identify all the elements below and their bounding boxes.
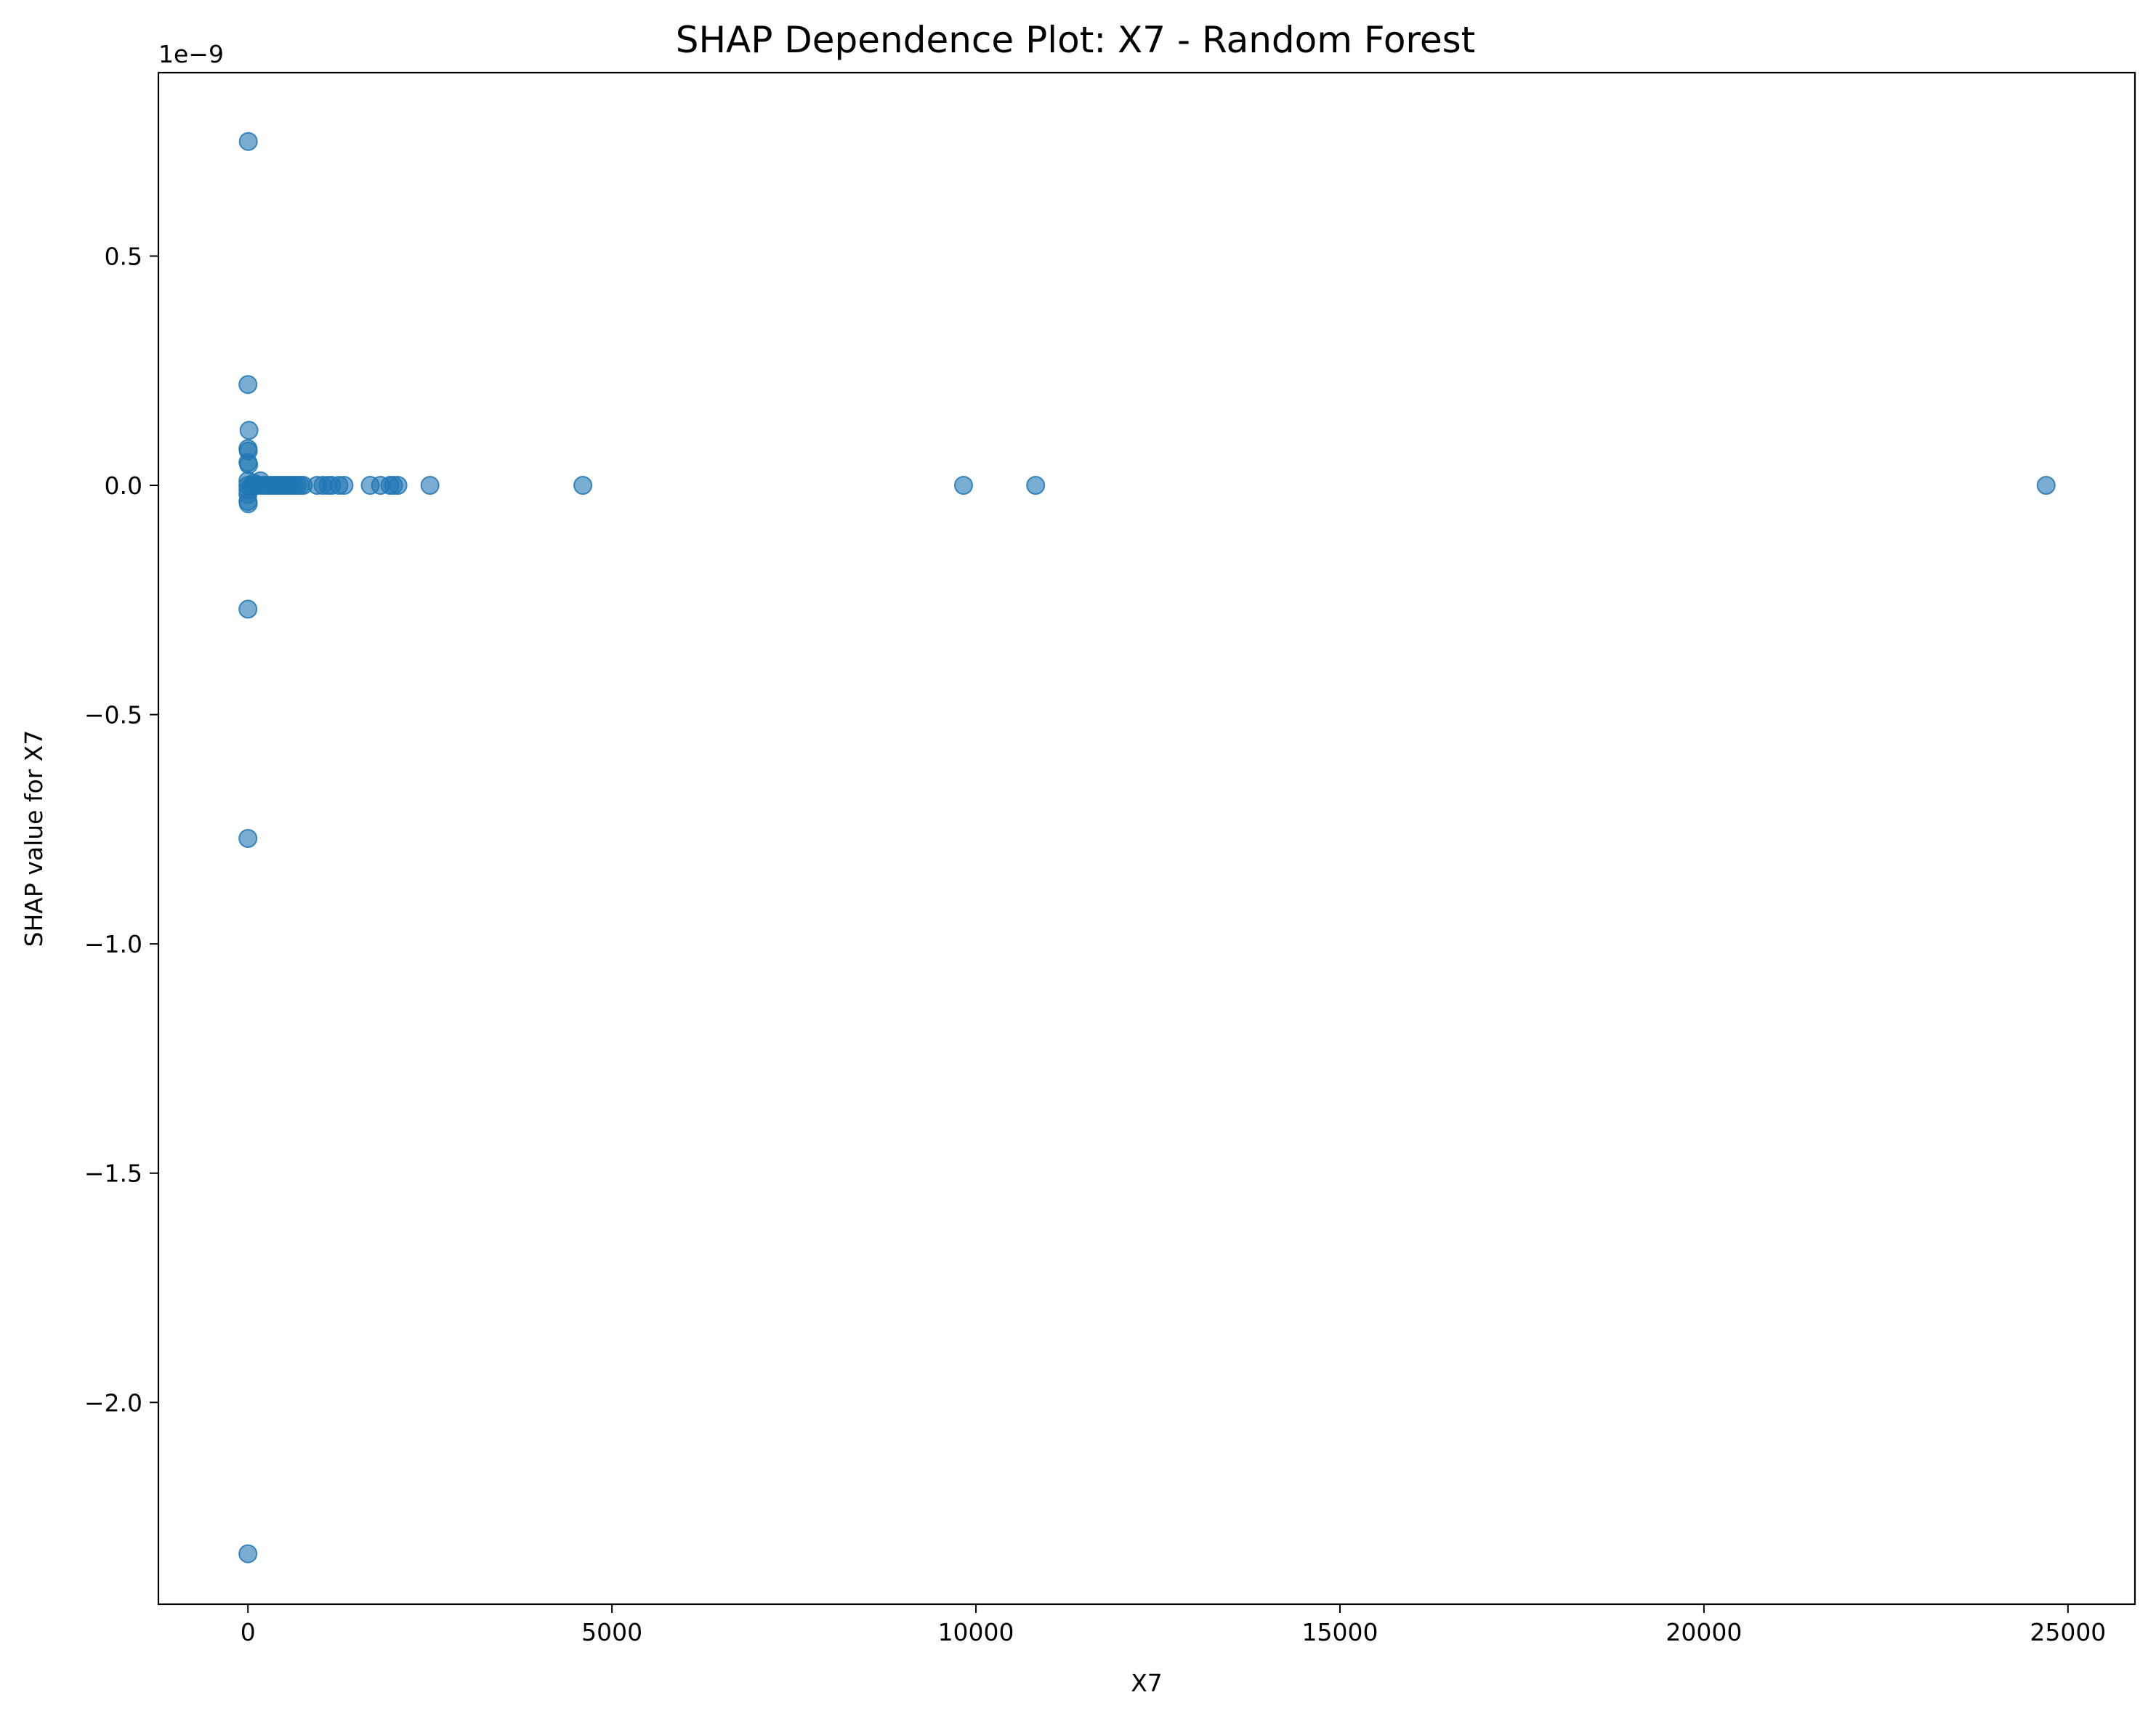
x-tick-label: 5000 (581, 1618, 642, 1646)
data-point (954, 476, 973, 495)
y-offset-label: 1e−9 (158, 40, 224, 68)
y-tick-label: 0.0 (105, 472, 142, 500)
x-tick-label: 15000 (1301, 1618, 1378, 1646)
data-point (1026, 476, 1046, 495)
x-tick-label: 10000 (938, 1618, 1014, 1646)
x-tick-label: 0 (241, 1618, 256, 1646)
data-point (238, 132, 258, 151)
data-point (238, 599, 258, 619)
y-tick-label: −2.0 (84, 1388, 142, 1417)
plot-area-frame (157, 71, 2136, 1606)
points-layer (238, 132, 2056, 1564)
chart-title: SHAP Dependence Plot: X7 - Random Forest (676, 19, 1476, 61)
data-point (238, 494, 258, 514)
x-axis: 0 5000 10000 15000 20000 25000 (241, 1604, 2106, 1646)
y-axis-label: SHAP value for X7 (20, 730, 48, 947)
x-tick-label: 25000 (2030, 1618, 2106, 1646)
y-tick-label: −1.0 (84, 930, 142, 958)
x-axis-label: X7 (1131, 1669, 1163, 1697)
data-point (388, 476, 408, 495)
y-tick-label: −0.5 (84, 701, 142, 729)
data-point (239, 421, 259, 440)
y-tick-label: 0.5 (105, 242, 142, 270)
data-point (238, 1544, 258, 1564)
data-point (238, 375, 258, 395)
data-point (334, 476, 354, 495)
data-point (420, 476, 440, 495)
x-tick-label: 20000 (1666, 1618, 1742, 1646)
y-tick-label: −1.5 (84, 1160, 142, 1188)
data-point (2036, 476, 2056, 495)
data-point (573, 476, 593, 495)
y-axis: 0.5 0.0 −0.5 −1.0 −1.5 −2.0 (84, 242, 158, 1417)
data-point (239, 455, 259, 474)
data-point (238, 829, 258, 848)
